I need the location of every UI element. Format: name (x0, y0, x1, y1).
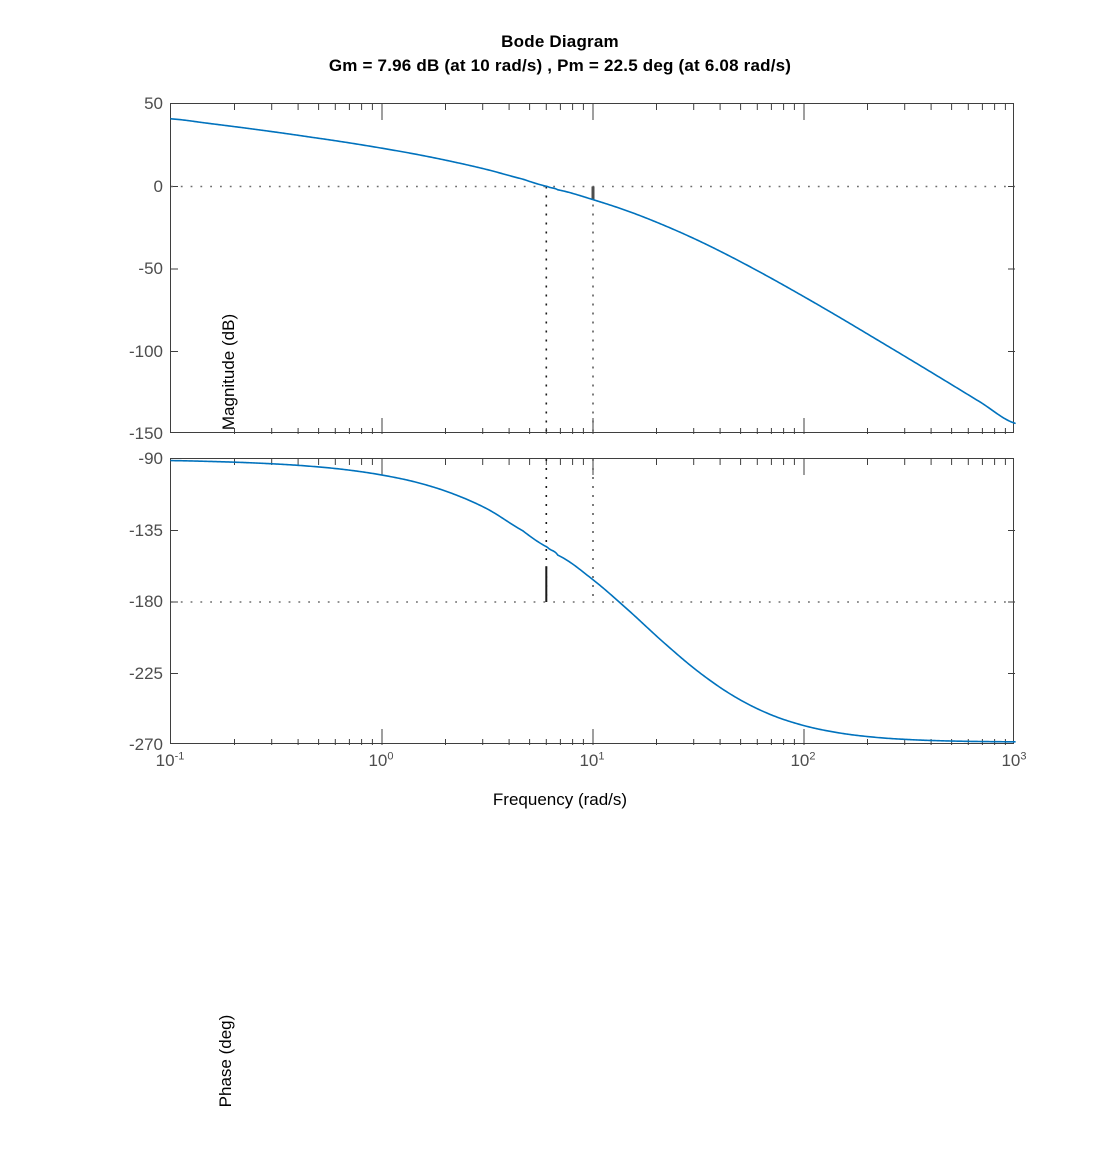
page-title: Bode Diagram (501, 32, 619, 51)
magnitude-curve (170, 118, 1016, 425)
xtick-label-1: 100 (368, 750, 394, 770)
magnitude-ytick--100: -100 (128, 341, 163, 361)
bode-figure: Bode Diagram Gm = 7.96 dB (at 10 rad/s) … (0, 30, 1120, 1107)
phase-ytick--270: -270 (128, 735, 163, 754)
magnitude-x-ticks (234, 104, 1006, 434)
frequency-axis-label: Frequency (rad/s) (492, 790, 628, 809)
magnitude-plot-canvas (170, 104, 1016, 434)
xtick-label-2: 101 (579, 750, 605, 770)
phase-plot-canvas (170, 459, 1016, 745)
phase-ytick--180: -180 (128, 592, 163, 611)
phase-axes: Phase (deg) -90 -135 -180 -225 -270 (129, 450, 1016, 1107)
magnitude-axes: Magnitude (dB) 50 0 -50 -100 -150 (129, 95, 1016, 442)
magnitude-ytick--150: -150 (128, 424, 163, 443)
phase-axis-label: Phase (deg) (216, 1014, 235, 1108)
phase-ytick--135: -135 (128, 520, 163, 540)
xtick-label-3: 102 (790, 750, 816, 770)
magnitude-y-ticks (171, 186, 1015, 352)
magnitude-ytick--50: -50 (138, 259, 163, 278)
phase-x-ticks (234, 459, 1006, 745)
magnitude-ytick-0: 0 (153, 176, 163, 196)
magnitude-ytick-50: 50 (144, 94, 163, 113)
xtick-label-0: 10-1 (155, 750, 185, 770)
phase-ytick--90: -90 (138, 449, 163, 468)
figure-title-block: Bode Diagram Gm = 7.96 dB (at 10 rad/s) … (0, 30, 1120, 78)
margin-summary-subtitle: Gm = 7.96 dB (at 10 rad/s) , Pm = 22.5 d… (328, 56, 792, 75)
xtick-label-4: 103 (1001, 750, 1027, 770)
phase-ytick--225: -225 (128, 663, 163, 683)
phase-curve (170, 459, 1016, 743)
